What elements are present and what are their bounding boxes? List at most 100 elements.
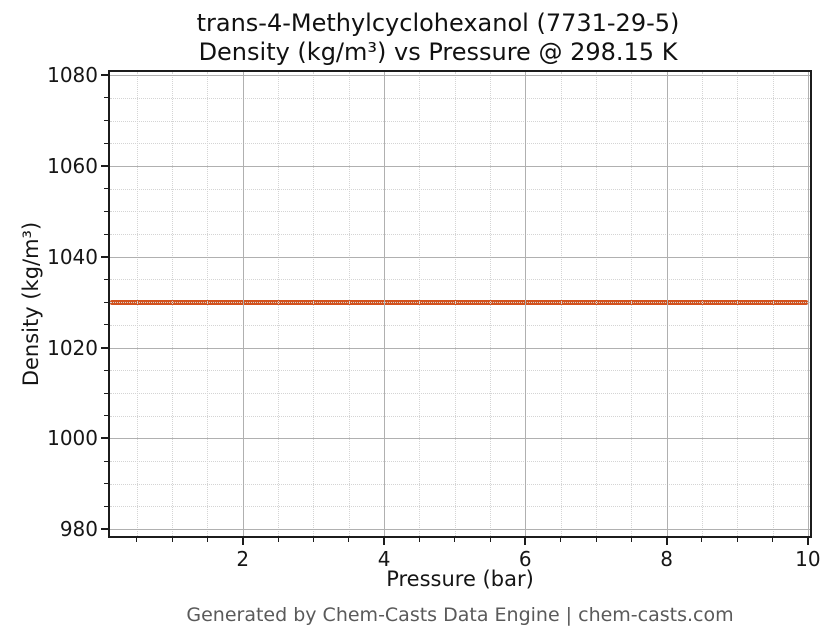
x-major-tick bbox=[524, 538, 527, 545]
y-minor-tick bbox=[104, 279, 108, 280]
y-minor-gridline bbox=[110, 506, 810, 508]
x-axis-label: Pressure (bar) bbox=[386, 567, 534, 591]
y-tick-label: 1060 bbox=[47, 154, 98, 178]
footer-credit: Generated by Chem-Casts Data Engine | ch… bbox=[186, 604, 734, 626]
x-tick-label: 4 bbox=[377, 547, 391, 571]
y-tick-label: 1080 bbox=[47, 63, 98, 88]
x-minor-gridline bbox=[419, 72, 421, 536]
x-minor-tick bbox=[171, 538, 173, 542]
y-minor-tick bbox=[104, 97, 108, 99]
y-minor-gridline bbox=[110, 97, 810, 99]
plot-area bbox=[108, 70, 812, 538]
x-minor-gridline bbox=[772, 72, 774, 536]
y-minor-tick bbox=[104, 324, 108, 326]
x-minor-gridline bbox=[313, 72, 315, 536]
x-minor-tick bbox=[736, 538, 738, 542]
y-minor-gridline bbox=[110, 279, 810, 281]
y-tick-label: 980 bbox=[59, 517, 98, 542]
x-minor-tick bbox=[207, 538, 208, 542]
y-minor-tick bbox=[104, 415, 108, 417]
x-major-tick bbox=[241, 538, 244, 545]
x-minor-gridline bbox=[454, 72, 456, 536]
y-minor-tick bbox=[104, 460, 108, 462]
x-minor-gridline bbox=[136, 72, 138, 536]
x-major-gridline bbox=[242, 72, 244, 536]
x-minor-tick bbox=[772, 538, 774, 542]
y-major-tick bbox=[101, 255, 108, 258]
y-minor-tick bbox=[104, 483, 108, 485]
x-minor-tick bbox=[277, 538, 279, 542]
x-minor-gridline bbox=[560, 72, 562, 536]
y-major-gridline bbox=[110, 438, 810, 440]
y-tick-label: 1040 bbox=[47, 244, 98, 269]
y-axis-label: Density (kg/m³) bbox=[19, 221, 43, 387]
y-minor-gridline bbox=[110, 120, 810, 122]
y-major-gridline bbox=[110, 165, 810, 167]
y-major-tick bbox=[101, 437, 108, 440]
y-major-gridline bbox=[110, 256, 810, 258]
x-tick-label: 2 bbox=[236, 547, 250, 571]
y-minor-gridline bbox=[110, 392, 810, 394]
x-minor-gridline bbox=[278, 72, 280, 536]
y-minor-tick bbox=[104, 369, 108, 371]
y-minor-gridline bbox=[110, 188, 810, 190]
x-tick-label: 8 bbox=[660, 547, 673, 571]
x-minor-tick bbox=[454, 538, 456, 542]
y-major-tick bbox=[101, 165, 108, 167]
y-minor-gridline bbox=[110, 211, 810, 213]
y-major-gridline bbox=[110, 75, 810, 77]
chart-subtitle: Density (kg/m³) vs Pressure @ 298.15 K bbox=[198, 38, 678, 66]
x-minor-gridline bbox=[737, 72, 739, 536]
x-major-gridline bbox=[807, 72, 809, 536]
y-minor-tick bbox=[104, 233, 108, 235]
x-minor-gridline bbox=[490, 72, 492, 536]
y-major-tick bbox=[101, 346, 108, 349]
y-minor-gridline bbox=[110, 234, 810, 236]
y-minor-tick bbox=[104, 301, 108, 303]
y-major-gridline bbox=[110, 347, 810, 349]
y-major-tick bbox=[101, 528, 108, 531]
x-minor-tick bbox=[595, 538, 597, 542]
y-minor-gridline bbox=[110, 324, 810, 326]
x-minor-gridline bbox=[701, 72, 703, 536]
x-minor-gridline bbox=[631, 72, 633, 536]
y-minor-gridline bbox=[110, 370, 810, 372]
y-tick-label: 1000 bbox=[47, 426, 98, 451]
y-minor-gridline bbox=[110, 302, 810, 304]
y-minor-tick bbox=[104, 506, 108, 507]
y-minor-gridline bbox=[110, 415, 810, 417]
x-minor-tick bbox=[630, 538, 632, 542]
x-tick-label: 10 bbox=[795, 547, 821, 571]
x-major-gridline bbox=[384, 72, 386, 536]
x-minor-gridline bbox=[172, 72, 174, 536]
x-minor-tick bbox=[418, 538, 420, 542]
y-minor-tick bbox=[104, 120, 108, 122]
y-minor-gridline bbox=[110, 143, 810, 145]
x-minor-tick bbox=[136, 538, 138, 542]
y-minor-tick bbox=[104, 142, 108, 144]
x-major-tick bbox=[665, 538, 668, 545]
x-minor-tick bbox=[701, 538, 703, 542]
x-minor-tick bbox=[560, 538, 562, 542]
x-minor-tick bbox=[348, 538, 350, 542]
x-minor-gridline bbox=[595, 72, 597, 536]
x-minor-gridline bbox=[207, 72, 209, 536]
x-tick-label: 6 bbox=[518, 547, 532, 571]
y-tick-label: 1020 bbox=[47, 335, 98, 360]
x-minor-tick bbox=[489, 538, 491, 542]
chart-title: trans-4-Methylcyclohexanol (7731-29-5) bbox=[196, 9, 680, 37]
x-major-gridline bbox=[525, 72, 527, 536]
x-major-tick bbox=[383, 538, 386, 545]
y-minor-tick bbox=[104, 210, 108, 212]
chart-title-block: trans-4-Methylcyclohexanol (7731-29-5) D… bbox=[66, 9, 810, 67]
x-minor-gridline bbox=[348, 72, 350, 536]
x-minor-tick bbox=[312, 538, 314, 542]
y-minor-gridline bbox=[110, 461, 810, 463]
y-minor-tick bbox=[104, 188, 108, 190]
y-major-gridline bbox=[110, 529, 810, 531]
x-major-tick bbox=[806, 538, 809, 545]
y-minor-tick bbox=[104, 392, 108, 394]
x-major-gridline bbox=[666, 72, 668, 536]
y-major-tick bbox=[101, 74, 108, 77]
